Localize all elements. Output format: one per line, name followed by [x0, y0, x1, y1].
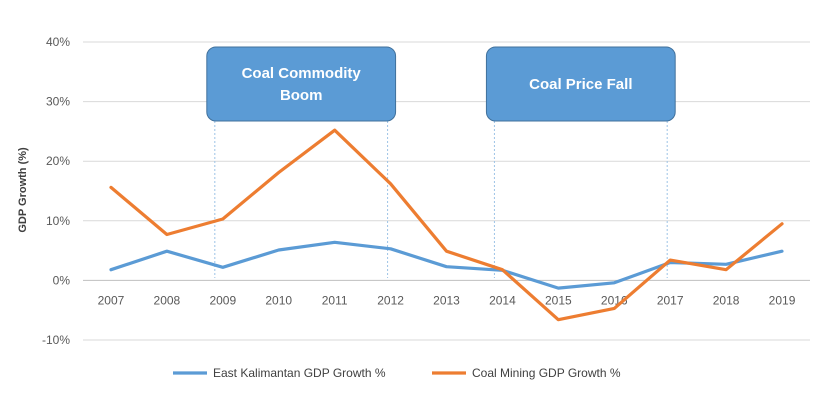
- x-tick-label: 2012: [377, 293, 404, 307]
- x-tick-label: 2014: [489, 293, 516, 307]
- legend-label: East Kalimantan GDP Growth %: [213, 366, 386, 380]
- series-line-1: [109, 240, 784, 290]
- y-tick-label: 20%: [46, 154, 70, 168]
- y-tick-label: 30%: [46, 95, 70, 109]
- legend-label: Coal Mining GDP Growth %: [472, 366, 621, 380]
- y-axis: -10% 0% 10% 20% 30% 40%: [42, 35, 70, 347]
- annotation-box: Coal Commodity Boom: [206, 46, 397, 122]
- y-tick-label: 0%: [53, 273, 71, 287]
- legend: East Kalimantan GDP Growth % Coal Mining …: [173, 366, 621, 380]
- x-tick-label: 2018: [713, 293, 740, 307]
- x-tick-label: 2009: [209, 293, 236, 307]
- x-tick-label: 2008: [154, 293, 181, 307]
- annotations: Coal Commodity Boom Coal Price Fall: [206, 46, 676, 122]
- x-tick-label: 2019: [769, 293, 796, 307]
- series-line-2: [109, 128, 784, 322]
- x-tick-label: 2007: [98, 293, 125, 307]
- annotation-text: Boom: [280, 87, 323, 104]
- x-axis: 2007 2008 2009 2010 2011 2012 2013 2014 2015 2016…: [83, 279, 810, 307]
- annotation-box-shape: [206, 46, 397, 122]
- y-tick-label: -10%: [42, 333, 70, 347]
- annotation-text: Coal Commodity: [242, 65, 362, 82]
- y-tick-label: 10%: [46, 214, 70, 228]
- x-tick-label: 2011: [322, 293, 348, 307]
- y-tick-label: 40%: [46, 35, 70, 49]
- x-tick-label: 2015: [545, 293, 572, 307]
- gridlines: [83, 41, 810, 341]
- annotation-text: Coal Price Fall: [529, 76, 632, 93]
- series-lines: [109, 128, 784, 322]
- x-tick-label: 2010: [265, 293, 292, 307]
- annotation-guides: [214, 121, 668, 278]
- annotation-box-shape: [485, 46, 676, 122]
- x-tick-label: 2013: [433, 293, 460, 307]
- y-axis-label: GDP Growth (%): [17, 147, 29, 233]
- x-tick-label: 2017: [657, 293, 684, 307]
- annotation-box: Coal Price Fall: [485, 46, 676, 122]
